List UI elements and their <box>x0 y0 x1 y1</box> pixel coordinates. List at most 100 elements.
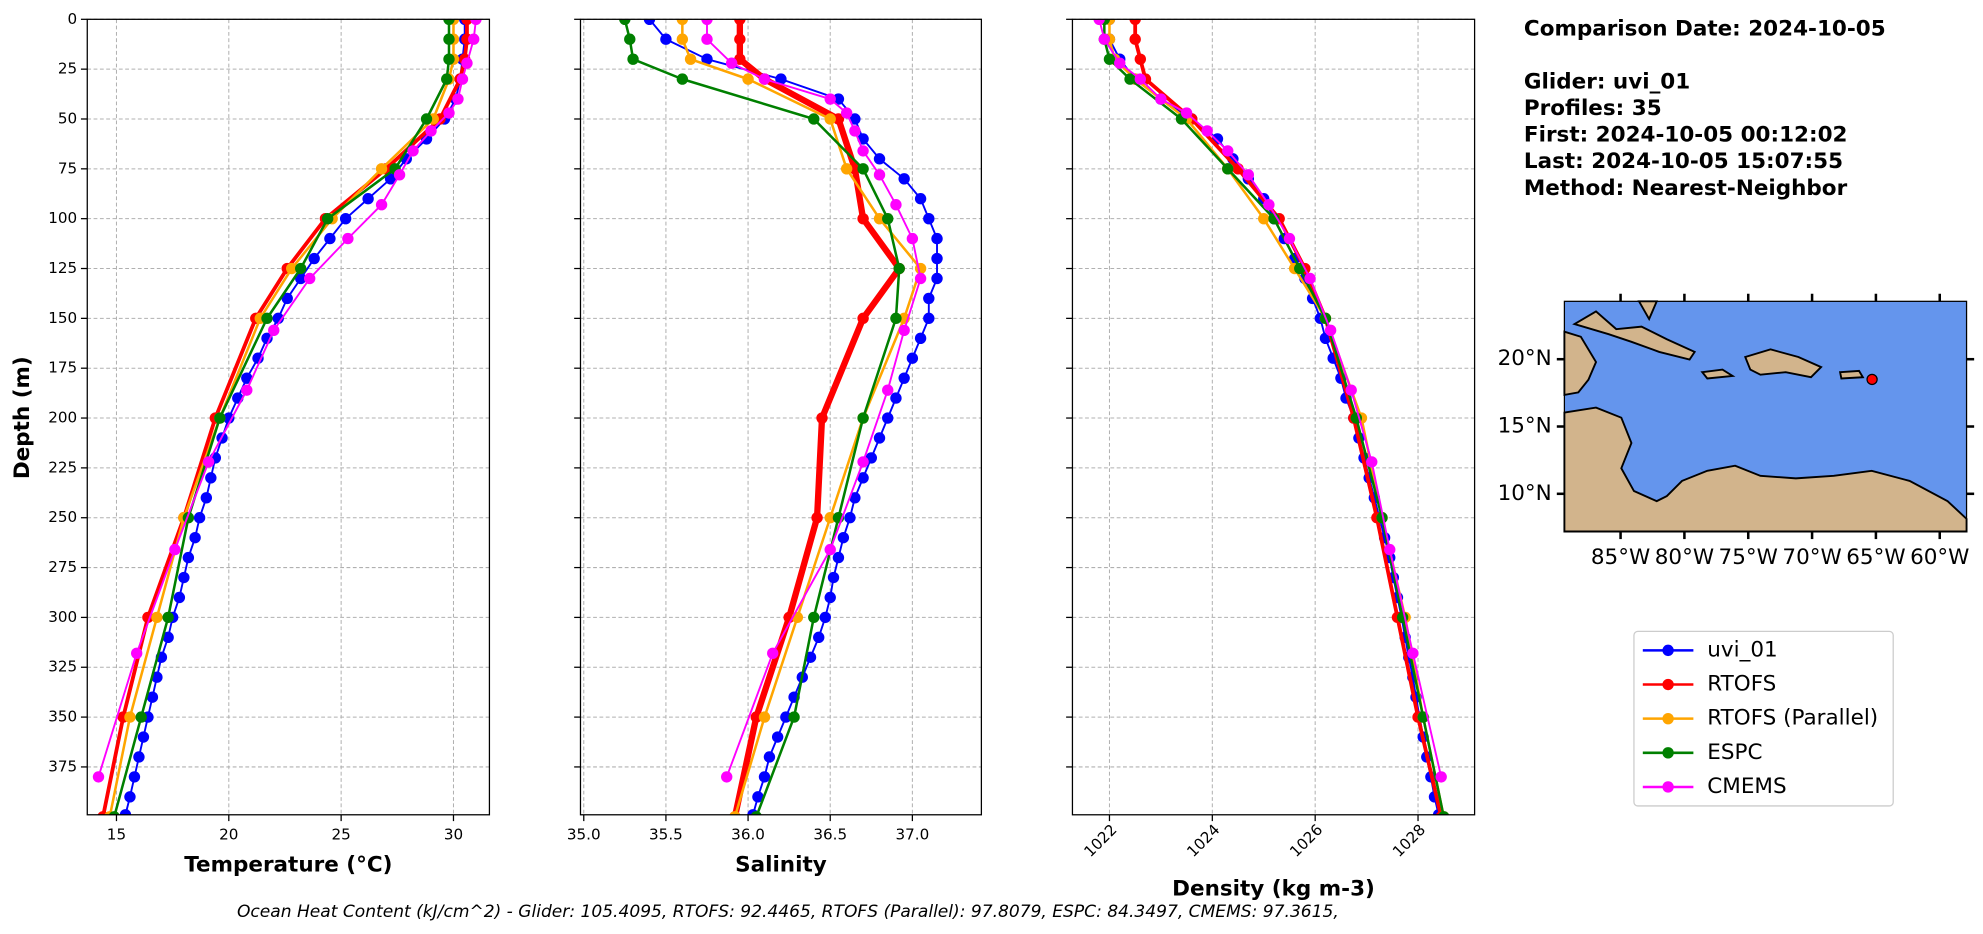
point <box>1304 272 1316 285</box>
x-axis-title: Temperature (°C) <box>184 852 392 877</box>
point <box>286 262 298 275</box>
point <box>701 19 713 25</box>
point <box>441 73 453 85</box>
point <box>1263 199 1275 211</box>
point <box>767 647 779 659</box>
point <box>1283 232 1296 245</box>
series <box>729 19 905 815</box>
point <box>470 19 482 25</box>
point <box>931 272 943 285</box>
point <box>840 107 853 119</box>
point <box>721 771 733 783</box>
point <box>1114 57 1126 69</box>
point <box>393 169 406 181</box>
point <box>849 492 861 504</box>
x-tick-label: 35.5 <box>649 826 683 844</box>
y-tick-label: 175 <box>48 359 77 377</box>
point <box>151 611 163 624</box>
profile-line <box>1098 19 1443 778</box>
point <box>624 33 636 45</box>
y-tick-label: 250 <box>48 508 77 526</box>
point <box>420 113 433 125</box>
point <box>780 711 792 723</box>
point <box>684 53 697 65</box>
point <box>1438 811 1450 815</box>
point <box>923 212 935 225</box>
point <box>898 324 910 337</box>
series <box>108 19 455 815</box>
point <box>241 372 253 384</box>
point <box>873 153 886 165</box>
cuba <box>1572 310 1697 361</box>
point <box>261 312 273 325</box>
point <box>882 412 894 424</box>
point <box>443 107 455 119</box>
point <box>268 324 280 337</box>
point <box>362 193 374 205</box>
point <box>173 591 186 604</box>
point <box>750 811 762 815</box>
point <box>676 19 689 25</box>
point <box>303 272 316 285</box>
point <box>758 73 771 85</box>
point <box>914 332 927 344</box>
y-tick-label: 375 <box>48 757 77 775</box>
y-tick-label: 75 <box>58 159 77 177</box>
point <box>906 232 919 245</box>
point <box>135 711 147 723</box>
point <box>873 169 886 181</box>
point <box>824 591 836 604</box>
plot-frame <box>86 18 491 816</box>
map-lon-label: 60°W <box>1910 545 1969 570</box>
point <box>824 113 836 125</box>
y-tick-label: 350 <box>48 708 77 726</box>
legend-label: RTOFS <box>1707 672 1776 697</box>
point <box>1129 19 1141 25</box>
point <box>893 262 905 275</box>
point <box>128 771 141 783</box>
point <box>660 33 672 45</box>
point <box>146 691 159 703</box>
point <box>832 93 845 105</box>
point <box>923 292 935 305</box>
point <box>1098 33 1111 45</box>
jamaica <box>1700 368 1736 380</box>
legend-label: ESPC <box>1707 740 1762 765</box>
legend-marker <box>1662 747 1674 759</box>
profile-line <box>706 19 922 778</box>
series <box>1093 19 1447 783</box>
florida <box>1637 300 1659 322</box>
point <box>857 456 869 468</box>
point <box>734 33 746 45</box>
point <box>811 512 823 524</box>
point <box>178 571 190 584</box>
point <box>914 193 927 205</box>
point <box>151 671 163 683</box>
legend-marker <box>1662 712 1674 725</box>
point <box>931 232 943 245</box>
point <box>295 272 307 285</box>
point <box>857 163 869 175</box>
point <box>119 809 132 815</box>
point <box>162 611 174 624</box>
series <box>92 19 482 783</box>
legend-label: uvi_01 <box>1707 637 1777 662</box>
x-tick-label: 1022 <box>1081 821 1121 861</box>
profile-line <box>1108 19 1440 815</box>
point <box>832 113 845 125</box>
point <box>923 312 935 325</box>
series <box>643 19 943 815</box>
point <box>1345 384 1357 396</box>
point <box>627 53 639 65</box>
y-tick-label: 50 <box>58 109 77 127</box>
point <box>898 173 910 185</box>
map: 85°W 80°W 75°W 70°W 65°W 60°W 10°N 15°N 20°N <box>1498 293 1975 570</box>
x-tick-label: 1028 <box>1389 821 1429 861</box>
point <box>882 212 894 225</box>
point <box>1180 107 1193 119</box>
point <box>321 212 334 225</box>
point <box>1093 19 1105 25</box>
point <box>1324 324 1337 337</box>
point <box>1407 647 1419 659</box>
